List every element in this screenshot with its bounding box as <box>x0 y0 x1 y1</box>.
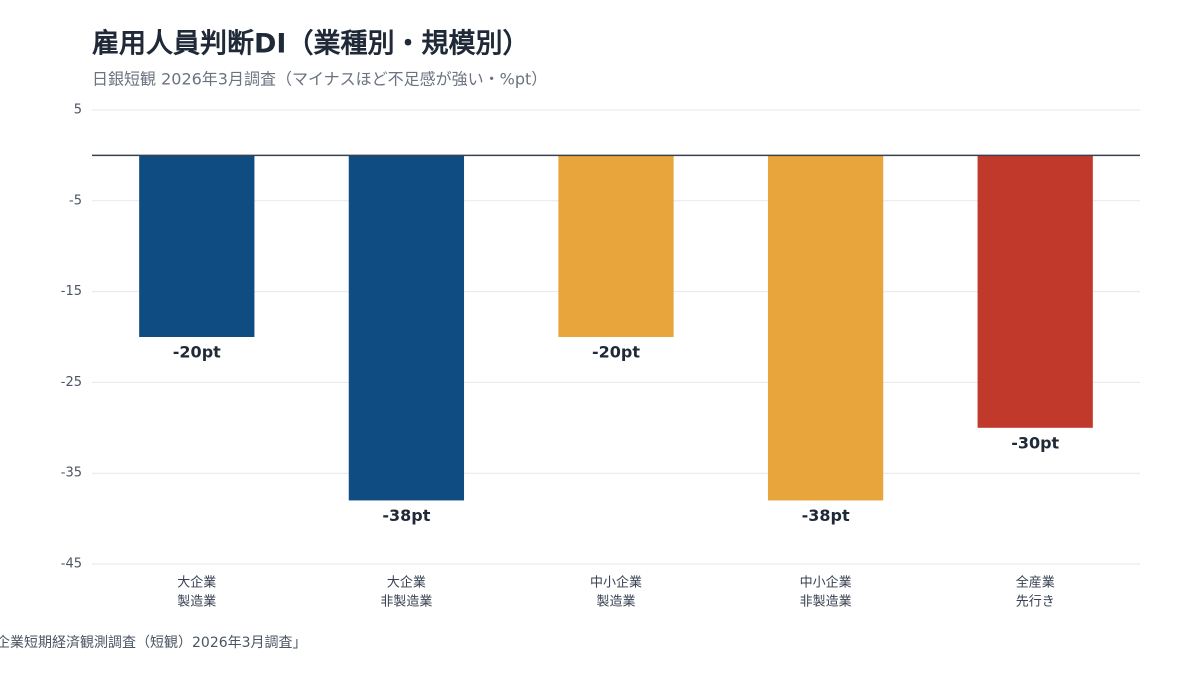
y-tick-label: -15 <box>61 284 82 299</box>
x-tick-label: 大企業 <box>177 575 216 591</box>
x-tick-label: 非製造業 <box>800 594 852 610</box>
x-tick-label: 非製造業 <box>380 594 432 610</box>
x-tick-label: 先行き <box>1016 595 1055 610</box>
bar <box>139 155 255 337</box>
x-tick-label: 製造業 <box>177 594 216 610</box>
chart-subtitle: 日銀短観 2026年3月調査（マイナスほど不足感が強い・%pt） <box>92 70 547 89</box>
bar <box>558 155 674 337</box>
bar <box>767 155 884 501</box>
x-tick-label: 中小企業 <box>590 575 642 591</box>
x-tick-label: 全産業 <box>1016 575 1055 591</box>
value-label: -30pt <box>1011 433 1059 452</box>
x-tick-label: 中小企業 <box>800 575 852 591</box>
x-tick-label: 大企業 <box>387 575 426 591</box>
x-tick-label: 製造業 <box>596 594 635 610</box>
value-label: -20pt <box>173 343 221 362</box>
bar <box>348 155 465 501</box>
bar <box>977 155 1093 428</box>
value-label: -38pt <box>802 506 850 525</box>
y-tick-label: -45 <box>61 557 82 572</box>
y-tick-label: -35 <box>61 466 82 481</box>
y-tick-label: 5 <box>74 103 82 118</box>
source-note: 企業短期経済観測調査（短観）2026年3月調査」 <box>0 634 307 651</box>
y-tick-label: -5 <box>69 193 82 208</box>
value-label: -20pt <box>592 343 640 362</box>
value-label: -38pt <box>382 506 430 525</box>
chart-title: 雇用人員判断DI（業種別・規模別） <box>92 28 529 60</box>
y-tick-label: -25 <box>61 375 82 390</box>
